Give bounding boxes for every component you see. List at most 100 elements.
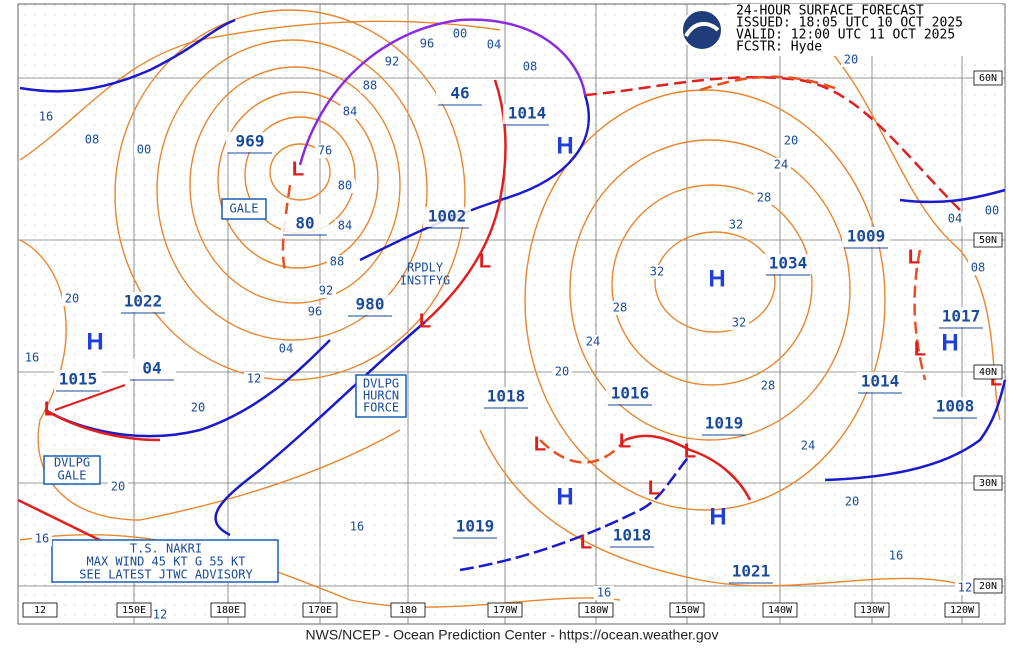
isobar-label: 00 [985, 204, 999, 218]
isobar-label-bg [305, 305, 325, 319]
isobar-label: 92 [319, 284, 333, 298]
isobar-label-bg [340, 105, 360, 119]
isobar-label: 04 [948, 212, 962, 226]
dvlpg-gale-box [43, 455, 101, 485]
pressure-label-bg [856, 372, 904, 392]
isobar-label-bg [945, 212, 965, 226]
isobar-label-bg [108, 480, 128, 494]
pressure-label-bg [764, 254, 812, 274]
isobar-label-bg [610, 301, 630, 315]
pressure-label-bg [482, 387, 530, 407]
lat-label: 20N [979, 581, 997, 592]
lon-label-bg [302, 602, 338, 618]
isobar-label-bg [382, 55, 402, 69]
isobar-label-bg [327, 255, 347, 269]
isobar-label-bg [754, 191, 774, 205]
pressure-label-bg [700, 414, 748, 434]
box-line: GALE [230, 202, 259, 216]
box-line: INSTFYG [400, 274, 451, 288]
isobar-label: 16 [25, 351, 39, 365]
isobar-label-bg [758, 379, 778, 393]
isobar-label: 16 [39, 110, 53, 124]
lon-label: 180 [399, 605, 417, 616]
isobar-label: 32 [729, 218, 743, 232]
isobar-label-bg [335, 179, 355, 193]
pressure-label: 1018 [487, 387, 526, 406]
low-marker: L [914, 338, 926, 360]
isobar-label-bg [134, 143, 154, 157]
nakri-box [51, 539, 279, 583]
box-line: MAX WIND 45 KT G 55 KT [87, 555, 246, 569]
isobar-label-bg [798, 439, 818, 453]
lat-label: 40N [979, 367, 997, 378]
isobar-label-bg [552, 365, 572, 379]
lon-label: 150W [675, 605, 700, 616]
isobar-label: 24 [774, 158, 788, 172]
isobar-label: 96 [420, 37, 434, 51]
high-marker: H [556, 132, 573, 159]
lon-label-bg [944, 602, 980, 618]
low-marker: L [908, 246, 920, 268]
isobar-label: 00 [453, 27, 467, 41]
pressure-label-bg [608, 526, 656, 546]
pressure-label-bg [119, 292, 167, 312]
isobar-label: 92 [385, 55, 399, 69]
header-line: 24-HOUR SURFACE FORECAST [736, 4, 924, 19]
low-marker: L [419, 310, 431, 332]
lon-label-bg [487, 602, 523, 618]
lon-label: 140W [768, 605, 793, 616]
lon-label: 170E [308, 605, 332, 616]
header-box [730, 4, 1002, 56]
pressure-label-bg [606, 384, 654, 404]
lon-label-bg [578, 602, 614, 618]
isobar-label-bg [347, 520, 367, 534]
pressure-label: 1014 [861, 372, 900, 391]
lat-label: 50N [979, 235, 997, 246]
isobar-label: 24 [586, 335, 600, 349]
isobar-label: 24 [801, 439, 815, 453]
pressure-label-bg [128, 359, 176, 379]
isobar-label: 76 [318, 144, 332, 158]
pressure-label-bg [436, 84, 484, 104]
isobar-label-bg [315, 144, 335, 158]
pressure-label-bg [842, 227, 890, 247]
lon-label: 170W [493, 605, 518, 616]
isobar-label: 04 [487, 38, 501, 52]
isobar-label-bg [771, 158, 791, 172]
isobar-label: 88 [363, 79, 377, 93]
isobar-label-bg [841, 53, 861, 67]
header-line: FCSTR: Hyde [736, 40, 822, 55]
high-marker: H [708, 265, 725, 292]
lon-label-bg [762, 602, 798, 618]
isobar-label: 28 [757, 191, 771, 205]
pressure-label: 1015 [59, 370, 98, 389]
isobar-label-bg [22, 351, 42, 365]
hurcn-box [355, 374, 407, 418]
lon-label: 180E [216, 605, 240, 616]
lon-label-bg [210, 602, 246, 618]
isobar-label-bg [583, 335, 603, 349]
fronts [17, 18, 1007, 572]
isobar-label: 32 [732, 316, 746, 330]
lat-label-bg [973, 364, 1003, 380]
low-marker: L [648, 477, 660, 499]
pressure-label-bg [727, 562, 775, 582]
pressure-label: 1019 [456, 517, 495, 536]
isobar-label: 28 [761, 379, 775, 393]
isobar-label-bg [520, 60, 540, 74]
pressure-label: 1022 [124, 292, 163, 311]
pressure-label: 1021 [732, 562, 771, 581]
pressure-label-bg [937, 307, 985, 327]
pressure-label: 1016 [611, 384, 650, 403]
isobar-label: 88 [330, 255, 344, 269]
isobar-label: 16 [350, 520, 364, 534]
box-line: HURCN [363, 389, 399, 403]
isobar-label-bg [594, 586, 614, 600]
pressure-label-bg [931, 397, 979, 417]
box-line: FORCE [363, 401, 399, 415]
isobar-label-bg [36, 110, 56, 124]
isobar-label: 20 [845, 495, 859, 509]
isobar-label-bg [781, 134, 801, 148]
lon-label-bg [669, 602, 705, 618]
pressure-label: 1034 [769, 254, 808, 273]
